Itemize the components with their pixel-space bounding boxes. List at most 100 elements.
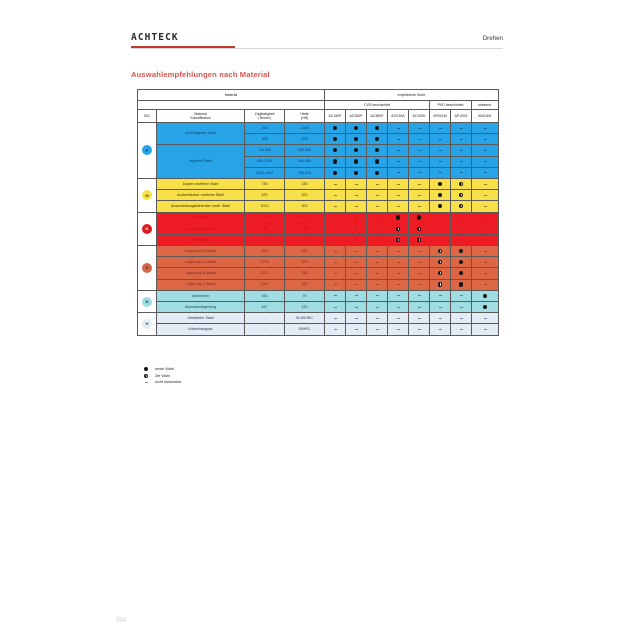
grade-rating-cell-AC100K [408, 189, 430, 202]
material-classification-cell: Aluminiumlegierung [156, 300, 245, 314]
marker-not-applicable [396, 138, 400, 140]
grade-rating-cell-AC150P [324, 211, 346, 224]
grade-rating-cell-AW100K [471, 144, 499, 157]
marker-not-applicable [375, 194, 379, 196]
header-uncoated: unbesch. [471, 100, 499, 110]
marker-not-applicable [396, 183, 400, 185]
marker-not-applicable [333, 284, 337, 285]
marker-not-applicable [417, 306, 421, 308]
grade-rating-cell-AC100K [408, 256, 430, 269]
material-selection-table-wrapper: Material empfohlene Sorte CVD beschichte… [137, 89, 499, 336]
header-tensile-line2: ( N/mm²) [257, 116, 272, 120]
hardness-cell: 300 [284, 200, 325, 213]
tensile-strength-cell: 1137 [244, 267, 285, 280]
marker-not-applicable [459, 239, 463, 241]
grade-rating-cell-AP100S [450, 166, 472, 179]
grade-rating-cell-AC150P [324, 267, 346, 280]
tensile-strength-cell: 172 [244, 211, 285, 224]
marker-best-choice [353, 159, 359, 164]
grade-rating-cell-AW100K [471, 245, 499, 258]
hardness-cell: 320 [284, 278, 325, 291]
grade-rating-cell-AC250P [345, 267, 367, 280]
hardness-cell: 320 [284, 256, 325, 269]
material-classification-cell: Ausscheidungshärtender rostfr. Stahl [156, 200, 245, 213]
marker-not-applicable [375, 317, 379, 319]
table-row: K Grauguss 172 200 [137, 211, 499, 247]
marker-not-applicable [483, 250, 487, 252]
marker-best-choice [437, 204, 443, 209]
marker-second-choice [143, 373, 149, 378]
marker-not-applicable [333, 217, 337, 218]
grade-rating-cell-AW100K [471, 289, 499, 303]
grade-rating-cell-AC350P [366, 267, 388, 280]
grade-rating-cell-AC150P [324, 222, 346, 235]
grade-rating-cell-AC100K [408, 133, 430, 146]
marker-not-applicable [333, 194, 337, 196]
tensile-strength-cell: 945 [244, 245, 285, 258]
grade-rating-cell-AC150P [324, 300, 346, 314]
marker-not-applicable [333, 228, 337, 229]
grade-rating-cell-AP100S [450, 155, 472, 168]
marker-not-applicable [375, 239, 379, 241]
grade-rating-cell-AP001M [429, 189, 451, 202]
iso-badge-H: H [142, 318, 152, 329]
grade-rating-cell-AC350P [366, 211, 388, 224]
tensile-strength-cell: 1200-1400 [244, 166, 285, 179]
marker-not-applicable [483, 194, 487, 196]
legend-item: beste Wahl [140, 366, 182, 373]
marker-not-applicable [483, 161, 487, 162]
tensile-strength-cell: 1092 [244, 278, 285, 291]
hardness-cell: 75 [284, 289, 325, 303]
legend-marker [140, 367, 152, 372]
marker-not-applicable [333, 317, 337, 319]
iso-group-cell-H: H [137, 312, 157, 336]
grade-rating-cell-AP100S [450, 177, 472, 191]
tensile-strength-cell: 380 [244, 222, 285, 235]
marker-not-applicable [333, 183, 337, 185]
hardness-cell: 200 [284, 222, 325, 235]
header-row-columns: ISO Material Klassifikation Zugfestigkei… [137, 109, 499, 123]
grade-rating-cell-AC350P [366, 144, 388, 157]
marker-not-applicable [417, 149, 421, 151]
grade-rating-cell-AW100K [471, 256, 499, 269]
table-row: Austenitischer rostfreier Stahl 675 200 [137, 189, 499, 202]
marker-second-choice [395, 226, 401, 231]
hardness-cell: 200-300 [284, 144, 325, 157]
marker-not-applicable [459, 295, 463, 296]
marker-best-choice [374, 148, 380, 153]
grade-rating-cell-AC350P [366, 121, 388, 135]
table-row: 1200-1400 355-415 [137, 166, 499, 179]
table-row: -650 -200 [137, 133, 499, 146]
material-classification-cell: Legierung Ti-Basis [156, 278, 245, 291]
grade-rating-cell-AP001M [429, 155, 451, 168]
grade-rating-cell-AP001M [429, 289, 451, 303]
marker-not-applicable [354, 295, 358, 296]
marker-not-applicable [438, 217, 442, 218]
iso-badge-M: M [142, 190, 152, 201]
marker-not-applicable [483, 205, 487, 207]
grade-rating-cell-AW100K [471, 323, 499, 336]
hardness-cell: 280 [284, 245, 325, 258]
grade-rating-cell-AC250P [345, 245, 367, 258]
marker-best-choice [374, 159, 380, 164]
material-classification-cell: Legierung Fe-Basis [156, 245, 245, 258]
grade-rating-cell-AC150P [324, 189, 346, 202]
marker-not-applicable [396, 194, 400, 196]
table-row: N Aluminium 260 75 [137, 289, 499, 314]
grade-rating-cell-AC250P [345, 200, 367, 213]
grade-rating-cell-AC150P [324, 177, 346, 191]
tensile-strength-cell: 900-1200 [244, 155, 285, 168]
marker-not-applicable [396, 127, 400, 129]
grade-rating-cell-ACK16A [387, 121, 409, 135]
table-row: 900-1200 300-355 [137, 155, 499, 168]
grade-rating-cell-AP001M [429, 312, 451, 325]
material-classification-cell: Duplex rostfreier Stahl [156, 177, 245, 191]
hardness-cell: 55HRC [284, 323, 325, 336]
iso-group-cell-M: M [137, 177, 157, 213]
grade-rating-cell-AC250P [345, 133, 367, 146]
marker-not-applicable [375, 205, 379, 207]
marker-not-applicable [333, 205, 337, 207]
marker-not-applicable [459, 217, 463, 218]
grade-rating-cell-AW100K [471, 133, 499, 146]
